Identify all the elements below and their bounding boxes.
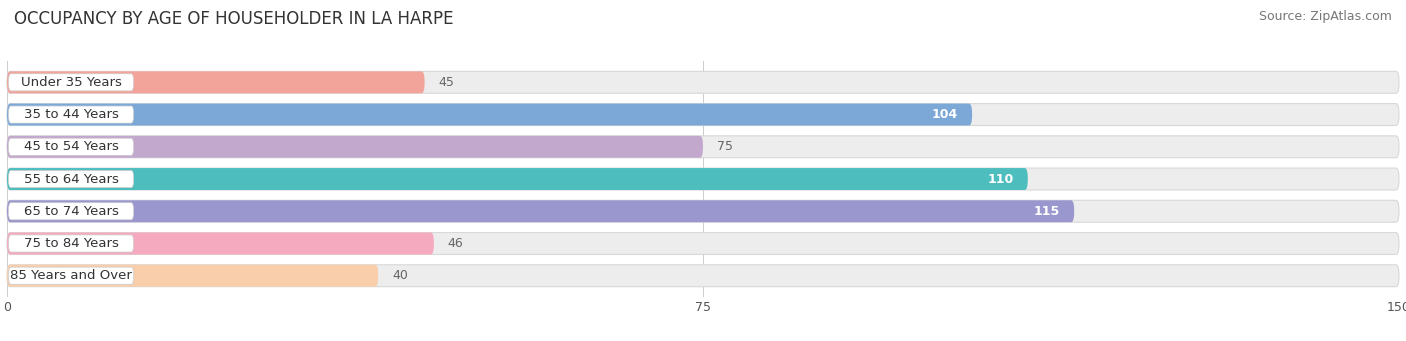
FancyBboxPatch shape [7, 71, 1399, 93]
Text: Under 35 Years: Under 35 Years [21, 76, 121, 89]
FancyBboxPatch shape [7, 168, 1399, 190]
FancyBboxPatch shape [8, 106, 134, 123]
FancyBboxPatch shape [7, 200, 1399, 222]
Text: 46: 46 [447, 237, 464, 250]
FancyBboxPatch shape [7, 233, 434, 254]
Text: 115: 115 [1033, 205, 1060, 218]
Text: 35 to 44 Years: 35 to 44 Years [24, 108, 118, 121]
Text: 45: 45 [439, 76, 454, 89]
Text: 55 to 64 Years: 55 to 64 Years [24, 173, 118, 186]
Text: 40: 40 [392, 269, 408, 282]
FancyBboxPatch shape [7, 168, 1028, 190]
FancyBboxPatch shape [7, 265, 378, 287]
Text: 45 to 54 Years: 45 to 54 Years [24, 140, 118, 153]
FancyBboxPatch shape [8, 203, 134, 220]
FancyBboxPatch shape [7, 136, 703, 158]
FancyBboxPatch shape [7, 104, 972, 125]
FancyBboxPatch shape [7, 71, 425, 93]
FancyBboxPatch shape [7, 104, 1399, 125]
FancyBboxPatch shape [8, 267, 134, 284]
Text: 75 to 84 Years: 75 to 84 Years [24, 237, 118, 250]
Text: Source: ZipAtlas.com: Source: ZipAtlas.com [1258, 10, 1392, 23]
Text: 104: 104 [932, 108, 959, 121]
Text: 85 Years and Over: 85 Years and Over [10, 269, 132, 282]
FancyBboxPatch shape [7, 136, 1399, 158]
FancyBboxPatch shape [8, 138, 134, 155]
FancyBboxPatch shape [8, 235, 134, 252]
FancyBboxPatch shape [8, 74, 134, 91]
FancyBboxPatch shape [7, 265, 1399, 287]
Text: 75: 75 [717, 140, 733, 153]
Text: 110: 110 [987, 173, 1014, 186]
FancyBboxPatch shape [7, 200, 1074, 222]
Text: OCCUPANCY BY AGE OF HOUSEHOLDER IN LA HARPE: OCCUPANCY BY AGE OF HOUSEHOLDER IN LA HA… [14, 10, 454, 28]
FancyBboxPatch shape [8, 170, 134, 188]
FancyBboxPatch shape [7, 233, 1399, 254]
Text: 65 to 74 Years: 65 to 74 Years [24, 205, 118, 218]
